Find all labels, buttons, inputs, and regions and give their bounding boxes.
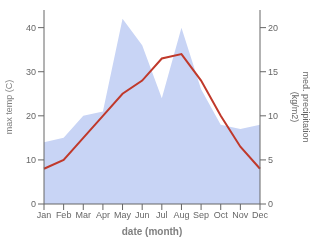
svg-text:30: 30 [26, 67, 36, 77]
svg-text:20: 20 [268, 23, 278, 33]
svg-text:Jul: Jul [156, 210, 168, 220]
svg-text:10: 10 [268, 111, 278, 121]
svg-text:Sep: Sep [193, 210, 209, 220]
svg-text:med. precipitation(kg/m2): med. precipitation(kg/m2) [290, 71, 311, 142]
svg-text:Nov: Nov [232, 210, 249, 220]
svg-text:5: 5 [268, 155, 273, 165]
svg-text:15: 15 [268, 67, 278, 77]
svg-text:Dec: Dec [252, 210, 269, 220]
svg-text:Oct: Oct [214, 210, 229, 220]
svg-text:20: 20 [26, 111, 36, 121]
svg-text:Apr: Apr [96, 210, 110, 220]
svg-text:10: 10 [26, 155, 36, 165]
svg-text:May: May [114, 210, 132, 220]
svg-text:max temp (C): max temp (C) [8, 80, 14, 135]
svg-text:Jan: Jan [37, 210, 52, 220]
svg-text:0: 0 [268, 199, 273, 209]
svg-text:Aug: Aug [173, 210, 189, 220]
svg-text:Mar: Mar [76, 210, 92, 220]
svg-text:40: 40 [26, 23, 36, 33]
svg-text:0: 0 [31, 199, 36, 209]
svg-text:Jun: Jun [135, 210, 150, 220]
svg-text:date (month): date (month) [122, 226, 183, 237]
svg-text:Feb: Feb [56, 210, 72, 220]
